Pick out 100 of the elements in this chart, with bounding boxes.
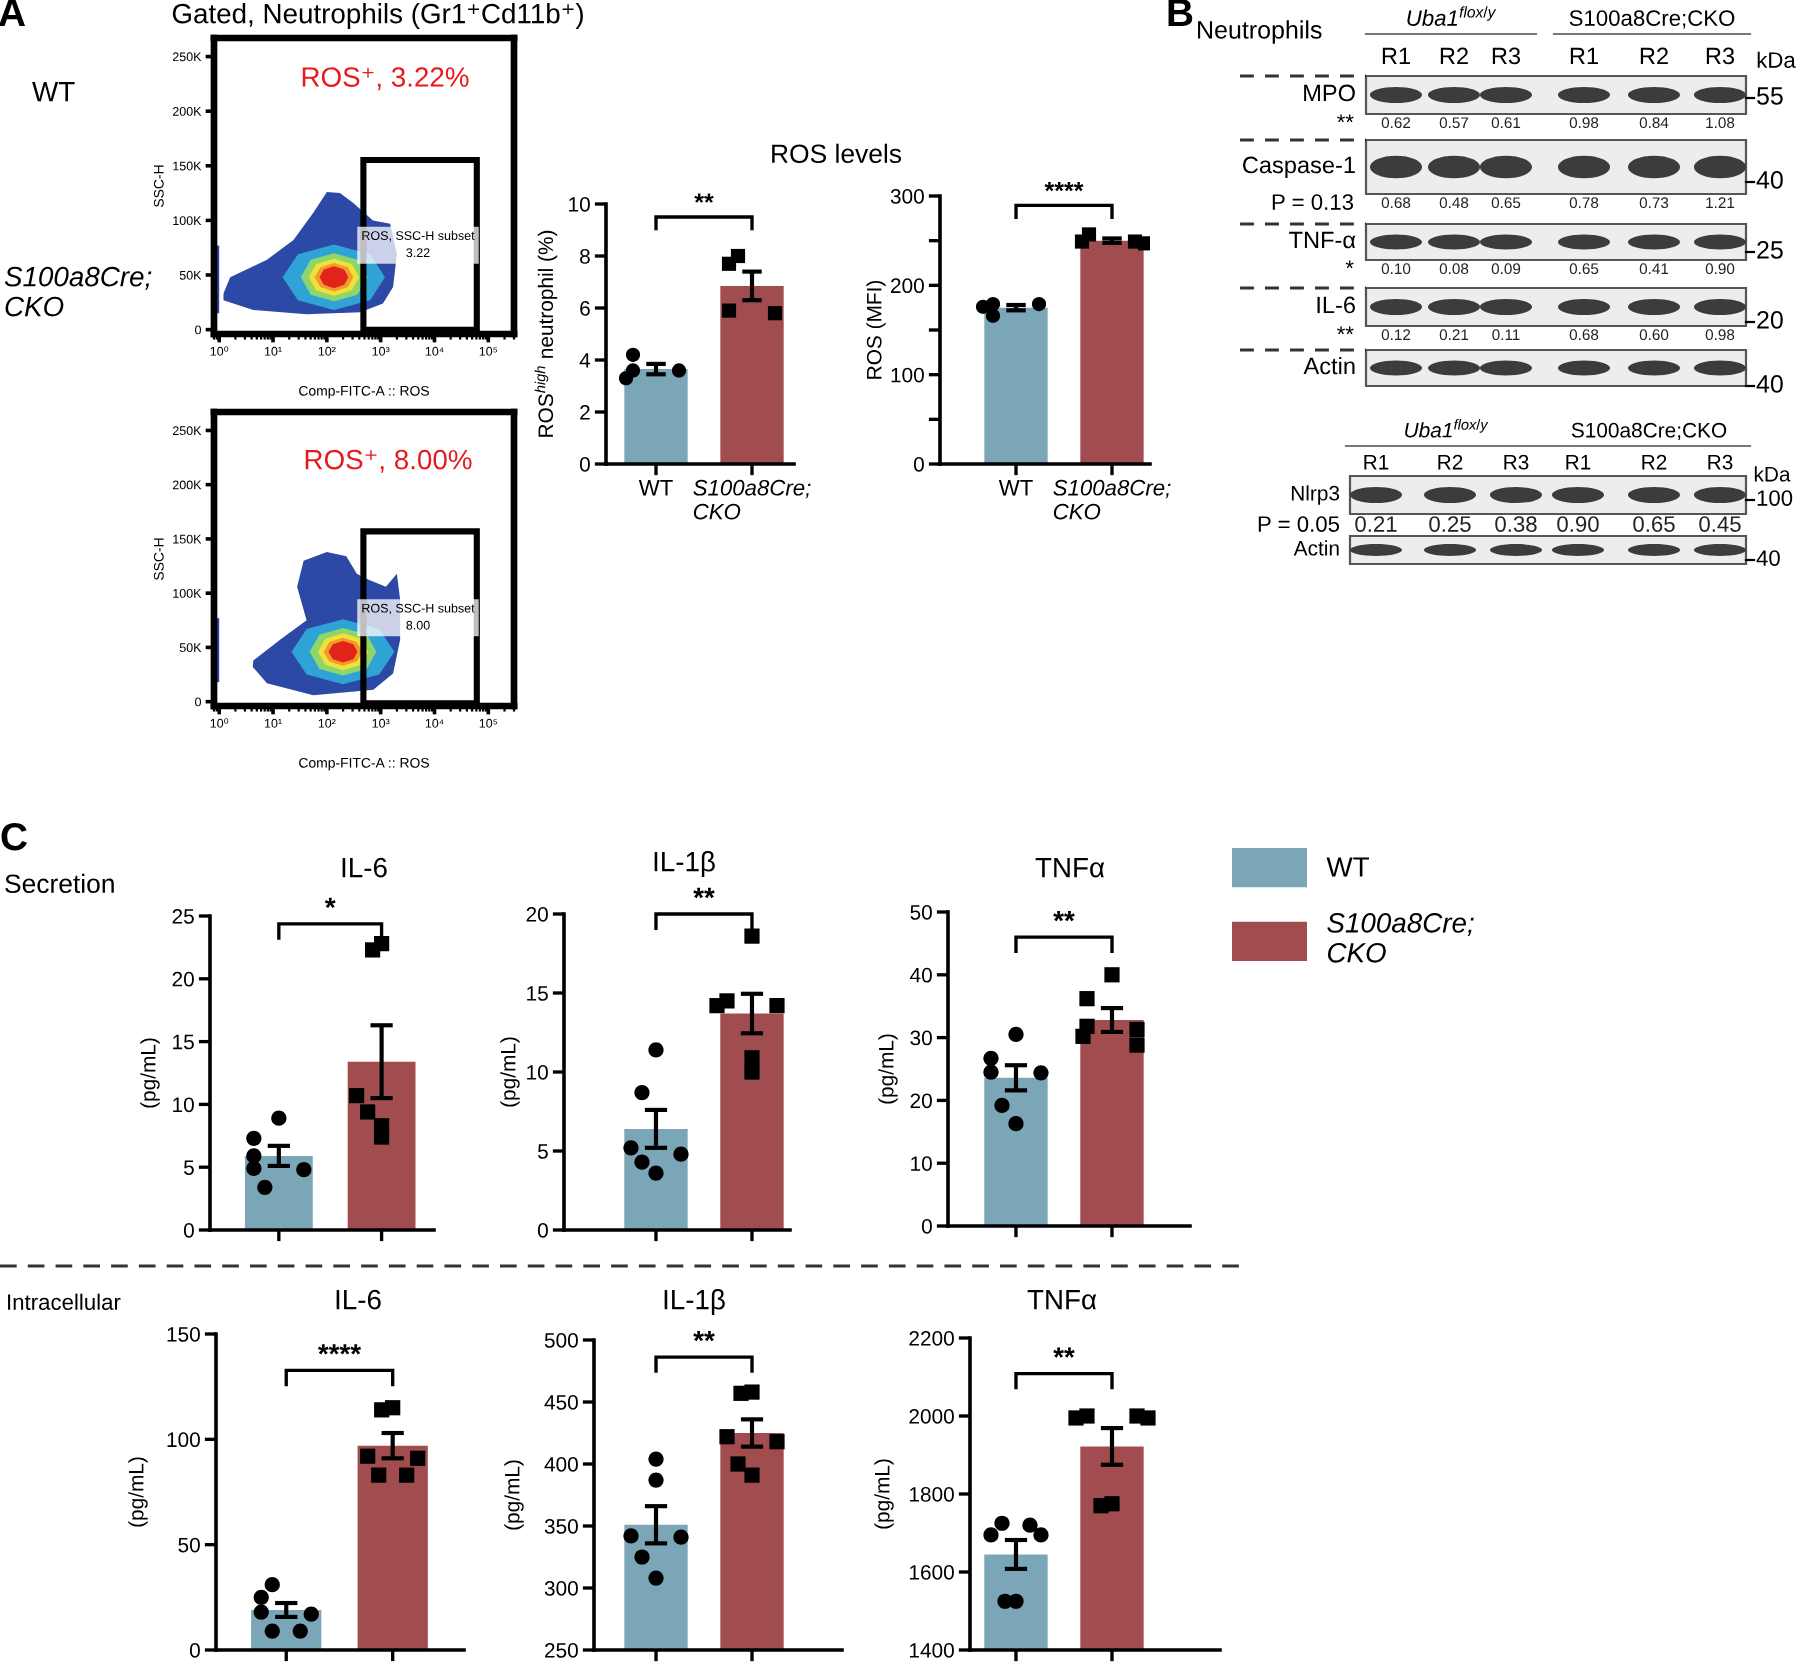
text: ROS⁺, 8.00% xyxy=(305,449,472,473)
y-tick-label: 10 xyxy=(173,1097,194,1113)
text: Intracellular xyxy=(8,1293,121,1310)
text: S100a8Cre;CKO xyxy=(1571,422,1727,441)
y-axis-title: (pg/mL) xyxy=(874,1459,894,1529)
chart-title: IL-1β xyxy=(654,851,715,877)
y-tick-label: 6 xyxy=(580,301,590,316)
y-tick-label: 2 xyxy=(580,405,590,420)
text: S100a8Cre; CKO xyxy=(4,266,152,317)
y-tick-label: 40 xyxy=(910,967,932,983)
category-label: 20 xyxy=(1757,311,1783,329)
y-tick-label: 450 xyxy=(544,1395,578,1410)
text: Uba1$^{flox/y}$ xyxy=(1405,419,1489,438)
category-label: R1 xyxy=(1570,47,1598,65)
category-label: R3 xyxy=(1504,454,1529,470)
x-tick-label: S100a8Cre; CKO xyxy=(693,479,811,520)
y-tick-label: 30 xyxy=(910,1030,932,1046)
y-tick-label: 20 xyxy=(910,1093,932,1109)
y-tick-label: 200 xyxy=(891,278,924,294)
category-label: 25 xyxy=(1757,241,1783,259)
text: ** xyxy=(693,887,715,899)
annotation: ** xyxy=(1053,910,1075,922)
y-axis-title: (pg/mL) xyxy=(504,1460,524,1530)
y-axis-title: ROS (MFI) xyxy=(866,280,886,379)
chart-title: IL-6 xyxy=(336,1289,381,1310)
text: kDa xyxy=(1754,466,1791,482)
y-tick-label: 0 xyxy=(189,1643,200,1658)
text: Gated, Neutrophils (Gr1⁺Cd11b⁺) xyxy=(172,3,583,29)
text: ROS⁺, 3.22% xyxy=(302,67,469,91)
y-tick-label: 10 xyxy=(569,197,590,212)
legend-label: S100a8Cre; CKO xyxy=(1327,913,1474,963)
y-tick-label: 150 xyxy=(167,1327,200,1342)
chart-title: IL-6 xyxy=(342,857,387,878)
y-axis-title: (pg/mL) xyxy=(140,1038,160,1108)
text: **** xyxy=(1044,181,1084,192)
chart-title: TNFα xyxy=(1035,858,1105,878)
annotation: ** xyxy=(693,1330,715,1342)
category-label: 40 xyxy=(1756,171,1783,189)
y-tick-label: 10 xyxy=(527,1065,548,1080)
y-tick-label: 50 xyxy=(910,905,932,920)
y-tick-label: 15 xyxy=(527,986,548,1001)
y-tick-label: 250 xyxy=(545,1643,578,1658)
chart-title: ROS levels xyxy=(772,143,902,164)
text: Uba1$^{flox/y}$ xyxy=(1407,6,1497,26)
text: S100a8Cre;CKO xyxy=(1569,10,1735,29)
y-tick-label: 20 xyxy=(172,971,194,987)
category-label: R2 xyxy=(1640,47,1668,65)
y-tick-label: 8 xyxy=(580,249,590,264)
text: 0.21 xyxy=(1355,516,1397,532)
y-axis-title: (pg/mL) xyxy=(500,1037,520,1107)
legend-label: WT xyxy=(1326,857,1369,877)
text: * xyxy=(1345,260,1354,269)
text: Neutrophils xyxy=(1198,20,1322,44)
text: P = 0.05 xyxy=(1258,516,1340,532)
category-label: 40 xyxy=(1756,550,1780,566)
y-tick-label: 0 xyxy=(921,1219,932,1234)
text: Secretion xyxy=(5,873,114,894)
y-tick-label: 500 xyxy=(544,1333,578,1348)
y-tick-label: 350 xyxy=(544,1519,578,1534)
text: B xyxy=(1168,0,1193,27)
category-label: R3 xyxy=(1492,47,1521,65)
text: ** xyxy=(694,193,714,203)
y-tick-label: 2000 xyxy=(909,1409,954,1424)
y-tick-label: 300 xyxy=(890,189,924,204)
text: 0.45 xyxy=(1699,516,1741,532)
chart-title: IL-1β xyxy=(664,1289,725,1315)
chart-title: TNFα xyxy=(1027,1290,1097,1310)
y-tick-label: 100 xyxy=(891,367,924,383)
y-tick-label: 0 xyxy=(183,1223,194,1238)
y-tick-label: 0 xyxy=(913,457,924,472)
y-tick-label: 1800 xyxy=(909,1487,954,1502)
category-label: Caspase-1 xyxy=(1243,156,1355,179)
text: kDa xyxy=(1757,51,1796,68)
category-label: TNF-α xyxy=(1289,231,1356,249)
category-label: R1 xyxy=(1382,47,1410,65)
category-label: Actin xyxy=(1293,540,1339,556)
x-tick-label: S100a8Cre; CKO xyxy=(1053,479,1171,520)
category-label: R3 xyxy=(1706,47,1735,65)
text: 0.38 xyxy=(1495,516,1537,532)
category-label: R1 xyxy=(1566,455,1591,470)
category-label: 40 xyxy=(1756,375,1783,393)
category-label: R3 xyxy=(1708,454,1733,470)
text: ** xyxy=(1337,114,1354,123)
category-label: R2 xyxy=(1438,454,1463,470)
x-tick-label: WT xyxy=(998,480,1033,496)
category-label: R1 xyxy=(1364,455,1389,470)
text: * xyxy=(324,897,336,909)
y-tick-label: 5 xyxy=(183,1160,194,1175)
text: C xyxy=(1,822,27,851)
text: ** xyxy=(1337,326,1354,335)
category-label: 100 xyxy=(1757,490,1793,506)
y-axis-title: ROS$^{high}$ neutrophil (%) xyxy=(534,230,558,437)
y-tick-label: 1600 xyxy=(909,1565,954,1580)
y-tick-label: 10 xyxy=(911,1156,932,1171)
y-tick-label: 300 xyxy=(544,1581,578,1596)
y-tick-label: 15 xyxy=(173,1034,194,1050)
category-label: Nlrp3 xyxy=(1291,485,1340,505)
category-label: 55 xyxy=(1757,87,1783,105)
y-tick-label: 50 xyxy=(178,1537,200,1553)
text: 0.25 xyxy=(1429,516,1471,532)
